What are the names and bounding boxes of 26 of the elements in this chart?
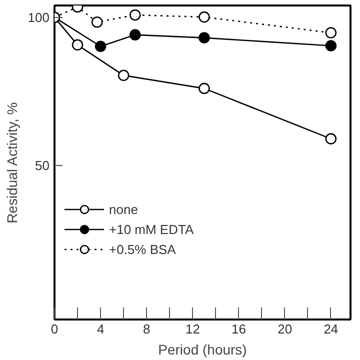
x-tick-label: 8 — [143, 322, 150, 336]
point — [91, 16, 103, 28]
point — [129, 29, 141, 40]
x-tick-label: 24 — [324, 322, 338, 336]
point — [94, 40, 106, 52]
point — [325, 27, 337, 38]
point — [325, 133, 337, 144]
x-tick-label: 12 — [185, 322, 200, 336]
point — [325, 40, 337, 52]
point — [198, 82, 210, 94]
legend-label: none — [109, 202, 138, 216]
point — [72, 39, 84, 51]
y-tick-label: 50 — [35, 158, 50, 173]
x-tick-label: 20 — [278, 322, 292, 336]
point — [118, 70, 130, 82]
point — [198, 11, 210, 23]
legend-label: +10 mM EDTA — [109, 222, 194, 236]
point — [198, 32, 210, 44]
x-tick-label: 16 — [232, 322, 246, 336]
y-axis-title: Residual Activity, % — [4, 102, 20, 224]
y-tick-label: 100 — [28, 10, 50, 25]
x-tick-label: 4 — [96, 322, 104, 336]
x-tick-label: 0 — [50, 322, 58, 336]
x-axis-title: Period (hours) — [158, 342, 247, 358]
legend-label: +0.5% BSA — [109, 242, 176, 256]
point — [129, 9, 141, 21]
